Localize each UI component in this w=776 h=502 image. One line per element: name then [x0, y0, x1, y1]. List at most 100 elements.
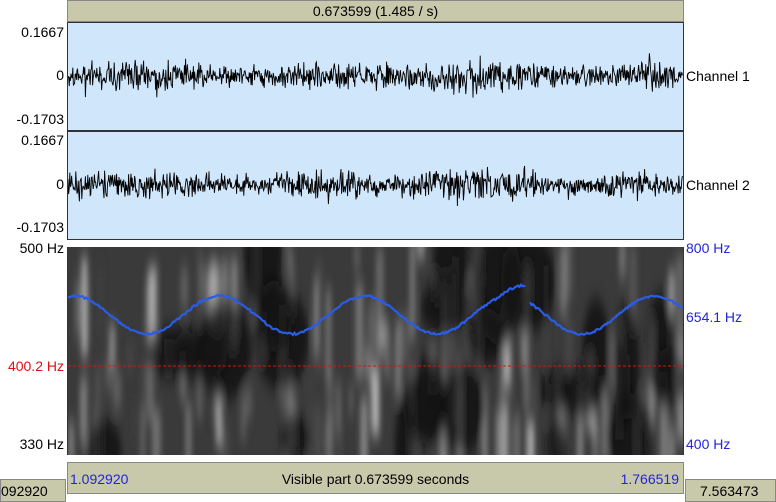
spectrogram-streak: [98, 361, 102, 455]
spectrogram-streak: [312, 356, 315, 455]
spectrogram-streak: [109, 323, 115, 368]
spectrogram-streak: [602, 391, 608, 455]
spectrogram-streak: [578, 405, 583, 455]
selection-duration-label: 0.673599 (1.485 / s): [312, 3, 439, 19]
spectrogram-streak: [141, 366, 146, 425]
spectrogram-dark-patch: [613, 303, 640, 420]
spectrogram-streak: [597, 420, 601, 455]
selection-duration-bar[interactable]: 0.673599 (1.485 / s): [67, 0, 684, 22]
spectrogram-streak: [677, 267, 683, 330]
pitch-top-frequency: 800 Hz: [686, 240, 731, 256]
spectrogram-streak: [106, 357, 111, 389]
visible-part-label: Visible part 0.673599 seconds: [281, 471, 470, 487]
spectrogram-streak: [127, 345, 133, 371]
pitch-current-frequency: 654.1 Hz: [686, 309, 743, 325]
total-before-label: 092920: [1, 483, 48, 499]
spectrogram-streak: [94, 370, 98, 420]
visible-start-time: 1.092920: [70, 471, 129, 487]
spectrogram-streak: [610, 330, 614, 389]
spectrogram-streak: [371, 368, 380, 436]
spectrogram-streak: [314, 404, 321, 455]
channel-1-waveform[interactable]: [67, 22, 684, 131]
pitch-bottom-frequency: 400 Hz: [686, 436, 731, 452]
spectrogram-streak: [533, 381, 536, 410]
spectrogram-streak: [283, 376, 290, 455]
spectrogram-streak: [546, 384, 549, 455]
channel-2-waveform[interactable]: [67, 131, 684, 240]
spectrogram-streak: [148, 267, 156, 353]
channel-1-min-label: -0.1703: [16, 111, 64, 127]
spectrogram-streak: [214, 261, 219, 312]
total-before-bar[interactable]: 092920: [0, 479, 66, 502]
spectrogram[interactable]: [67, 247, 684, 455]
channel-2-min-label: -0.1703: [16, 219, 64, 235]
spectrogram-dark-patch: [558, 367, 603, 420]
spectrogram-streak: [326, 288, 331, 382]
spectrogram-streak: [368, 303, 372, 333]
spectrogram-dark-patch: [413, 352, 447, 448]
channel-2-max-label: 0.1667: [21, 132, 64, 148]
spectrogram-streak: [335, 381, 341, 434]
spectrogram-streak: [306, 372, 309, 443]
spectrogram-streak: [593, 425, 596, 455]
spectrogram-streak: [232, 259, 238, 339]
visible-part-bar[interactable]: 1.092920 Visible part 0.673599 seconds 1…: [67, 462, 684, 494]
spectrogram-dark-patch: [433, 247, 474, 292]
spectrogram-streak: [314, 280, 317, 353]
spectrogram-streak: [316, 261, 322, 371]
channel-1-waveform-plot: [68, 53, 683, 98]
spectrogram-streak: [528, 421, 534, 455]
spectrogram-streak: [153, 407, 162, 455]
spectrogram-streak: [559, 247, 567, 316]
spectrogram-streak: [68, 421, 74, 455]
spectrogram-streak: [669, 426, 675, 455]
spectrogram-streak: [324, 422, 329, 455]
spectrogram-streak: [113, 370, 121, 409]
visible-end-time: 1.766519: [620, 471, 679, 487]
spectrogram-streak: [521, 329, 526, 369]
spectrogram-dark-patch: [606, 393, 655, 455]
spectrogram-streak: [629, 247, 637, 333]
spectrogram-streak: [378, 320, 386, 348]
spectrogram-streak: [181, 266, 188, 309]
spectrogram-streak: [133, 400, 136, 442]
total-after-bar[interactable]: 7.563473: [685, 479, 776, 502]
spectrogram-streak: [502, 343, 511, 386]
spectrogram-streak: [475, 247, 479, 358]
spectrogram-streak: [417, 247, 425, 259]
spectrogram-dark-patch: [646, 292, 675, 403]
spectrogram-streak: [74, 261, 77, 350]
spectrogram-streak: [81, 257, 87, 357]
spectrogram-streak: [525, 304, 529, 410]
spectrogram-streak: [206, 269, 214, 309]
spectrogram-streak: [512, 416, 520, 455]
spectrogram-streak: [141, 408, 145, 455]
spectrogram-streak: [354, 247, 360, 271]
waveform-trace: [68, 53, 683, 98]
spectrogram-streak: [197, 247, 203, 329]
cursor-frequency-label: 400.2 Hz: [7, 358, 64, 374]
spectrogram-streak: [519, 380, 526, 455]
spectrogram-streak: [197, 348, 202, 420]
spectrogram-streak: [396, 320, 401, 394]
spectrogram-streak: [452, 320, 456, 357]
spectrogram-dark-patch: [279, 411, 311, 455]
spectrogram-streak: [286, 247, 292, 274]
spectrogram-streak: [499, 373, 506, 455]
channel-1-name: Channel 1: [686, 68, 750, 84]
spectrogram-streak: [222, 425, 229, 455]
spectrogram-streak: [566, 318, 572, 378]
channel-1-zero-label: 0: [56, 67, 64, 83]
spectrogram-streak: [410, 247, 415, 341]
spectrogram-top-frequency: 500 Hz: [19, 240, 64, 256]
spectrogram-streak: [663, 388, 669, 455]
pitch-contour-segment-2: [529, 294, 683, 336]
spectrogram-streak: [393, 338, 399, 400]
spectrogram-streak: [385, 321, 390, 380]
spectrogram-dark-patch: [545, 416, 567, 455]
waveform-trace: [68, 165, 683, 207]
pitch-contour-segment-1: [68, 283, 526, 337]
spectrogram-streak: [669, 270, 674, 317]
spectrogram-dark-patch: [256, 280, 292, 352]
spectrogram-streak: [289, 255, 295, 318]
